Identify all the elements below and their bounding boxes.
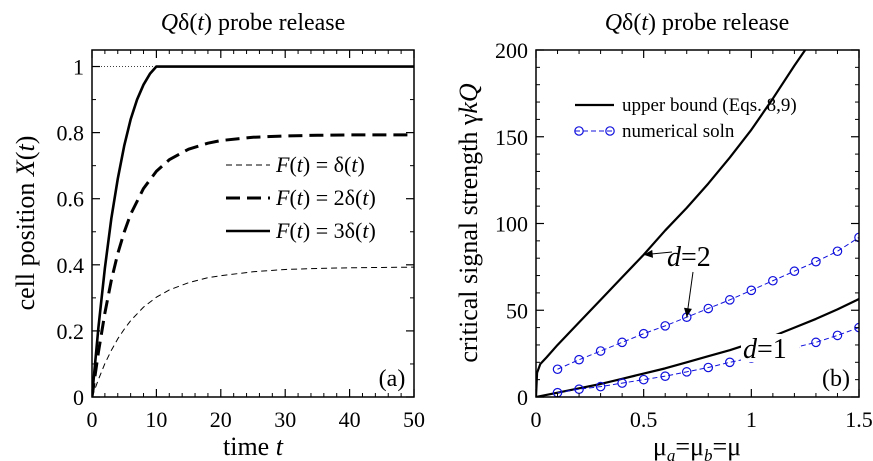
y-tick-label: 0.6 xyxy=(57,187,85,212)
y-tick-label: 0.2 xyxy=(57,319,85,344)
annotation-arrowhead xyxy=(684,307,692,318)
legend-label: F(t) = δ(t) xyxy=(275,152,365,177)
data-point-b-2-9 xyxy=(746,285,757,296)
x-tick-label: 0 xyxy=(87,407,98,432)
data-point-b-3-5 xyxy=(660,371,670,381)
y-tick-label: 0.8 xyxy=(57,121,85,146)
x-tick-label: 1.5 xyxy=(845,407,873,432)
panel-b-ylabel: critical signal strength γkQ xyxy=(454,83,483,363)
y-tick-label: 200 xyxy=(495,38,528,63)
x-tick-label: 40 xyxy=(339,407,361,432)
annotation-bg xyxy=(665,241,723,271)
series-line-b-3 xyxy=(557,327,859,394)
panel-a-tag: (a) xyxy=(379,366,406,392)
panel-a-title: Qδ(t) probe release xyxy=(161,10,346,36)
series-line-a-1 xyxy=(92,133,414,397)
data-point-b-2-5 xyxy=(660,321,670,331)
panel-a-xlabel: time t xyxy=(223,432,284,461)
panel-b-xlabel: μa=μb=μ xyxy=(653,432,741,461)
data-point-b-2-0 xyxy=(552,364,563,375)
panel-a-ticks: 0 10 20 30 40 50 0 0.2 0.4 0.6 0.8 1 xyxy=(57,50,425,432)
y-tick-label: 0 xyxy=(517,385,528,410)
x-tick-label: 1 xyxy=(746,407,757,432)
data-point-b-2-3 xyxy=(617,337,627,348)
x-tick-label: 10 xyxy=(145,407,167,432)
panel-a: Qδ(t) probe release 0 10 20 30 40 50 0 0.2 0.4 0.… xyxy=(11,10,425,461)
series-line-b-1 xyxy=(536,297,859,397)
data-point-b-2-4 xyxy=(638,328,649,339)
legend-label: F(t) = 2δ(t) xyxy=(275,185,376,210)
panel-b-tag: (b) xyxy=(822,366,850,392)
data-point-b-2-2 xyxy=(595,346,606,356)
data-point-b-2-1 xyxy=(574,354,584,365)
data-point-b-2-13 xyxy=(832,246,843,257)
y-tick-label: 100 xyxy=(495,212,528,237)
panel-b-ticks: 0 0.5 1 1.5 0 50 100 150 200 xyxy=(495,38,873,432)
legend-marker xyxy=(605,126,615,136)
annotation-d-2: d=2 xyxy=(667,242,711,273)
x-tick-label: 30 xyxy=(274,407,296,432)
data-point-b-3-3 xyxy=(617,378,627,388)
legend-marker xyxy=(574,126,584,136)
data-point-b-3-8 xyxy=(724,357,735,368)
panel-b-legend: upper bound (Eqs. 8,9) numerical soln xyxy=(574,95,797,142)
annotation-arrowhead xyxy=(643,249,654,258)
y-tick-label: 50 xyxy=(506,298,528,323)
series-line-a-2 xyxy=(92,65,414,397)
panel-a-series xyxy=(92,65,414,397)
series-line-b-2 xyxy=(557,236,859,370)
data-point-b-3-4 xyxy=(638,374,649,385)
legend-label: numerical soln xyxy=(622,121,735,142)
y-tick-label: 150 xyxy=(495,125,528,150)
data-point-b-2-12 xyxy=(811,256,821,267)
panel-b-title: Qδ(t) probe release xyxy=(605,10,790,36)
y-tick-label: 0 xyxy=(73,385,84,410)
data-point-b-2-7 xyxy=(703,303,714,314)
annotation-d-1: d=1 xyxy=(743,334,787,365)
data-point-b-2-11 xyxy=(789,266,800,277)
x-tick-label: 0.5 xyxy=(630,407,658,432)
y-tick-label: 1 xyxy=(73,55,84,80)
data-point-b-3-7 xyxy=(703,362,714,373)
y-tick-label: 0.4 xyxy=(57,253,85,278)
panel-a-ylabel: cell position X(t) xyxy=(11,136,40,311)
data-point-b-3-2 xyxy=(595,381,606,392)
panel-b: Qδ(t) probe release 0 0.5 1 1.5 0 50 100 150 200… xyxy=(454,10,873,461)
data-point-b-3-12 xyxy=(811,337,821,348)
series-line-a-0 xyxy=(92,266,414,397)
data-point-b-3-6 xyxy=(681,367,692,377)
data-point-b-2-10 xyxy=(768,275,778,286)
x-tick-label: 20 xyxy=(210,407,232,432)
data-point-b-2-8 xyxy=(724,295,735,305)
panel-a-legend: F(t) = δ(t) F(t) = 2δ(t) F(t) = 3δ(t) xyxy=(226,152,376,243)
x-tick-label: 50 xyxy=(403,407,425,432)
panel-b-annotations: d=2 d=1 xyxy=(643,241,799,365)
annotation-bg xyxy=(741,334,799,362)
legend-label: F(t) = 3δ(t) xyxy=(275,218,376,243)
panel-a-frame xyxy=(91,49,415,398)
x-tick-label: 0 xyxy=(531,407,542,432)
data-point-b-3-13 xyxy=(832,330,843,341)
legend-label: upper bound (Eqs. 8,9) xyxy=(622,95,797,116)
